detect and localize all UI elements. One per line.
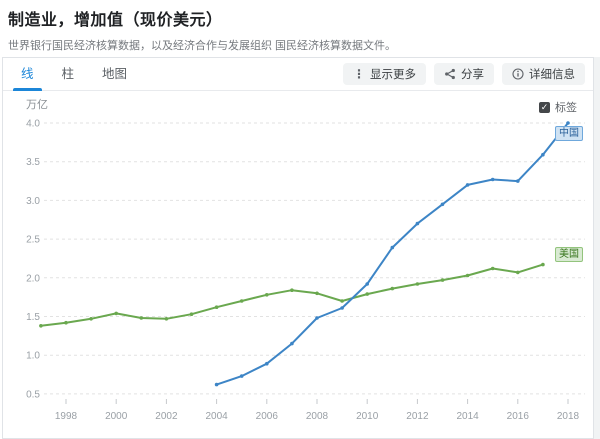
y-axis-tick-label: 3.5 <box>26 157 40 168</box>
data-point <box>516 270 520 275</box>
data-point <box>541 262 545 267</box>
data-point <box>440 278 445 282</box>
data-point <box>365 282 370 286</box>
data-point <box>290 341 294 346</box>
series-label-china: 中国 <box>555 126 583 141</box>
page-title: 制造业，增加值（现价美元） <box>8 12 223 29</box>
data-point <box>265 293 269 297</box>
data-point <box>490 266 495 271</box>
info-icon <box>512 68 524 80</box>
tab-line[interactable]: 线 <box>11 59 44 91</box>
y-axis-tick-label: 4.0 <box>26 119 40 130</box>
data-point <box>465 273 470 278</box>
x-axis-tick-label: 2016 <box>507 411 530 422</box>
share-label: 分享 <box>461 69 484 81</box>
data-point <box>390 245 395 250</box>
series-label-usa: 美国 <box>555 247 583 262</box>
data-point <box>365 292 370 296</box>
x-axis-tick-label: 2006 <box>256 411 279 422</box>
header: 制造业，增加值（现价美元） 世界银行国民经济核算数据，以及经济合作与发展组织 国… <box>0 0 600 57</box>
x-axis-tick-label: 2012 <box>406 411 429 422</box>
data-point <box>340 306 344 310</box>
labels-checkbox[interactable]: ✓ 标签 <box>539 99 577 115</box>
chart-svg[interactable]: 4.0 3.5 3.0 2.5 2.0 1.5 1.0 0.5 1998 2000 2002 2004… <box>3 91 591 439</box>
data-point <box>465 183 470 187</box>
y-axis-tick-label: 3.0 <box>26 196 40 207</box>
data-point <box>415 282 420 286</box>
page-subtitle: 世界银行国民经济核算数据，以及经济合作与发展组织 国民经济核算数据文件。 <box>8 40 397 52</box>
data-point <box>415 221 420 226</box>
data-point <box>214 305 219 309</box>
tab-bar: 线 柱 地图 ⋮ 显示更多 分享 详细信息 <box>3 58 593 91</box>
y-axis-tick-label: 1.5 <box>26 312 40 323</box>
x-axis-tick-label: 2004 <box>205 411 228 422</box>
data-point <box>265 361 269 366</box>
x-axis-tick-label: 2014 <box>456 411 479 422</box>
y-axis-tick-label: 1.0 <box>26 351 40 362</box>
data-point <box>541 152 545 157</box>
chart-card: 线 柱 地图 ⋮ 显示更多 分享 详细信息 <box>2 57 594 439</box>
data-point <box>566 121 570 125</box>
data-point <box>89 317 93 321</box>
data-point <box>64 320 68 325</box>
unit-label: 万亿 <box>26 99 48 111</box>
data-point <box>114 311 118 316</box>
data-point <box>340 299 344 303</box>
x-axis-tick-label: 2010 <box>356 411 379 422</box>
page-background-strip <box>594 57 600 439</box>
vertical-ellipsis-icon: ⋮ <box>353 67 365 81</box>
x-axis-tick-label: 2000 <box>105 411 128 422</box>
x-axis-tick-label: 2008 <box>306 411 329 422</box>
data-point <box>214 382 219 387</box>
x-axis-tick-label: 2018 <box>557 411 580 422</box>
data-point <box>164 317 169 321</box>
checkbox-checked-icon: ✓ <box>539 101 550 113</box>
data-point <box>189 312 194 316</box>
x-axis-tick-label: 2002 <box>155 411 178 422</box>
tab-column[interactable]: 柱 <box>61 66 75 81</box>
data-point <box>315 316 319 320</box>
labels-checkbox-label: 标签 <box>555 102 577 114</box>
show-more-label: 显示更多 <box>370 69 416 81</box>
y-axis-tick-label: 2.0 <box>26 273 40 284</box>
share-icon <box>445 68 455 80</box>
data-point <box>490 177 495 182</box>
series-line-china <box>215 122 569 386</box>
show-more-button[interactable]: ⋮ 显示更多 <box>343 63 426 85</box>
data-point <box>315 291 319 296</box>
data-point <box>516 179 520 183</box>
data-point <box>139 316 144 320</box>
data-point <box>440 202 445 207</box>
data-point <box>39 324 43 328</box>
y-axis-tick-label: 2.5 <box>26 235 40 246</box>
tab-map[interactable]: 地图 <box>102 66 128 81</box>
x-axis-tick-label: 1998 <box>55 411 78 422</box>
details-label: 详细信息 <box>529 69 575 81</box>
data-point <box>239 299 244 303</box>
data-point <box>239 374 244 378</box>
y-axis-tick-label: 0.5 <box>26 389 40 400</box>
data-point <box>290 288 294 292</box>
share-button[interactable]: 分享 <box>434 63 494 85</box>
data-point <box>390 286 395 291</box>
chart-area: 4.0 3.5 3.0 2.5 2.0 1.5 1.0 0.5 1998 2000 2002 2004… <box>3 91 593 439</box>
details-button[interactable]: 详细信息 <box>502 63 585 85</box>
